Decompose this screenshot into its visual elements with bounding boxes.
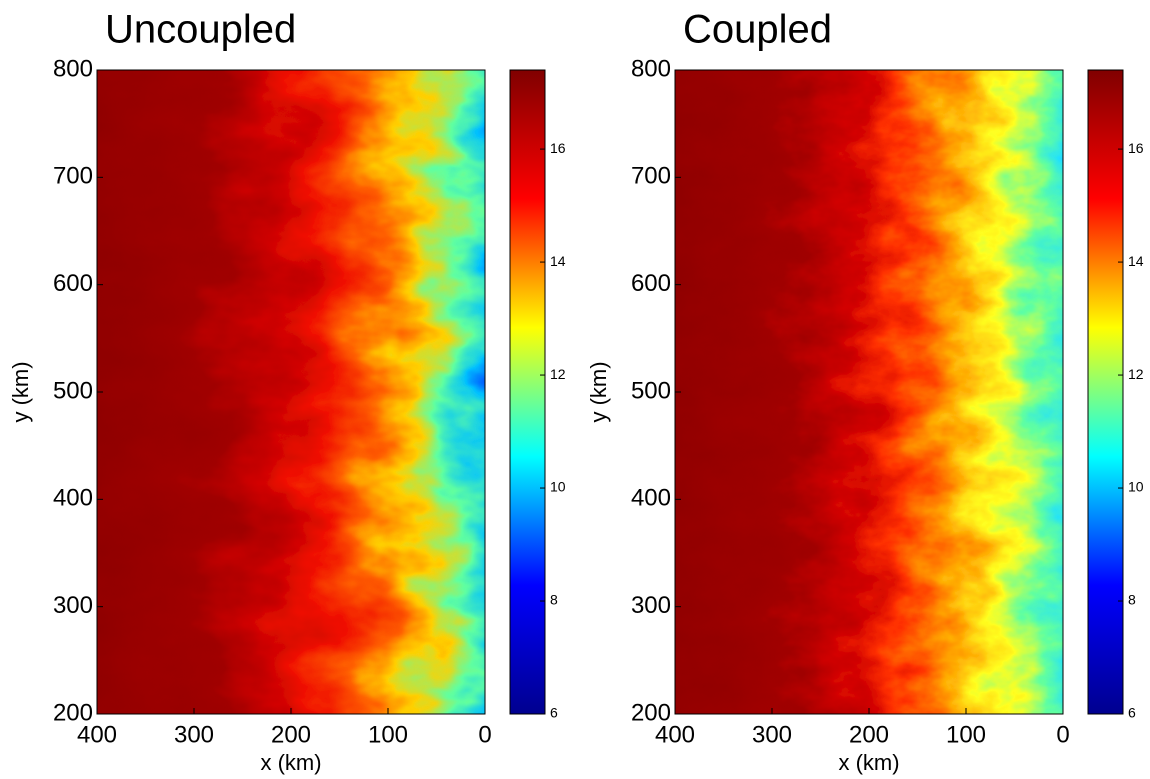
x-tick-label: 400	[655, 721, 695, 748]
y-tick-label: 200	[53, 699, 93, 726]
colorbar-tick-label: 14	[550, 253, 566, 269]
y-tick-label: 300	[53, 592, 93, 619]
colorbar-tick-label: 14	[1128, 253, 1144, 269]
colorbar-tick-label: 6	[1128, 705, 1136, 721]
colorbar	[509, 69, 546, 715]
colorbar-tick-label: 6	[550, 705, 558, 721]
x-tick-label: 200	[271, 721, 311, 748]
y-tick-label: 800	[53, 55, 93, 82]
colorbar-tick-label: 16	[550, 140, 566, 156]
y-tick-label: 500	[631, 377, 671, 404]
x-tick-label: 0	[1056, 721, 1069, 748]
field	[675, 70, 1063, 714]
y-tick-label: 600	[53, 270, 93, 297]
field-base	[97, 70, 485, 714]
x-tick-label: 200	[849, 721, 889, 748]
y-tick-label: 400	[631, 485, 671, 512]
y-tick-label: 300	[631, 592, 671, 619]
field	[97, 70, 485, 714]
colorbar-tick-label: 16	[1128, 140, 1144, 156]
panel-title: Uncoupled	[105, 8, 296, 52]
x-tick-label: 100	[946, 721, 986, 748]
x-tick-label: 300	[752, 721, 792, 748]
x-axis-label: x (km)	[838, 750, 899, 775]
y-axis-label: y (km)	[8, 361, 33, 422]
colorbar-tick-label: 10	[1128, 479, 1144, 495]
colorbar-tick-label: 8	[1128, 592, 1136, 608]
colorbar-tick-label: 10	[550, 479, 566, 495]
x-axis-label: x (km)	[260, 750, 321, 775]
x-tick-label: 0	[478, 721, 491, 748]
y-tick-label: 400	[53, 485, 93, 512]
y-tick-label: 700	[631, 163, 671, 190]
x-tick-label: 100	[368, 721, 408, 748]
y-tick-label: 200	[631, 699, 671, 726]
colorbar-tick-label: 8	[550, 592, 558, 608]
colorbar-tick-label: 12	[1128, 366, 1144, 382]
y-tick-label: 600	[631, 270, 671, 297]
panel-title: Coupled	[683, 8, 832, 52]
x-tick-label: 300	[174, 721, 214, 748]
colorbar	[1087, 69, 1124, 715]
y-tick-label: 800	[631, 55, 671, 82]
field-base	[675, 70, 1063, 714]
x-tick-label: 400	[77, 721, 117, 748]
y-tick-label: 500	[53, 377, 93, 404]
colorbar-tick-label: 12	[550, 366, 566, 382]
y-tick-label: 700	[53, 163, 93, 190]
y-axis-label: y (km)	[586, 361, 611, 422]
